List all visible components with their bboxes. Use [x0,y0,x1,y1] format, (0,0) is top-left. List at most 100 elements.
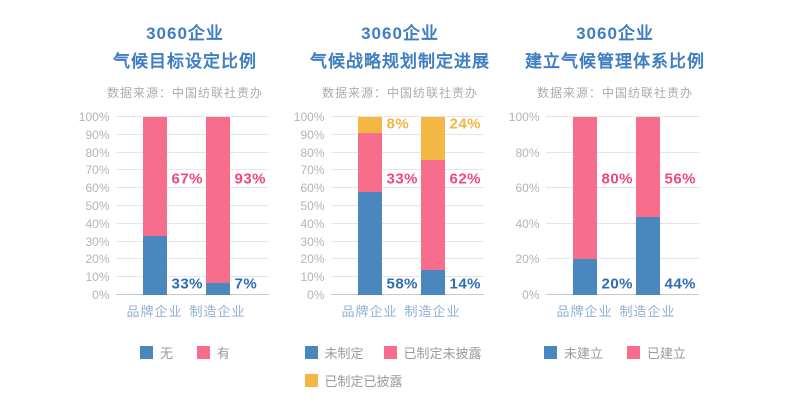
chart-card-climate-target-ratio: 3060企业 气候目标设定比例 数据来源：中国纺联社责办 0% 10% 20% 30%… [78,20,293,409]
chart-title-line2: 气候战略规划制定进展 [310,52,490,71]
gridline [330,151,484,153]
legend-swatch-icon [139,346,153,359]
x-axis-category-label: 品牌企业 [126,304,183,319]
y-axis-tick-label: 90% [85,127,110,142]
y-axis-tick-label: 30% [300,234,325,249]
data-label: 20% [601,275,634,293]
gridline [115,240,269,242]
y-axis-tick-label: 100% [293,110,325,124]
y-axis-tick-label: 50% [300,199,325,213]
chart-title-line1: 3060企业 [576,24,654,43]
bar-segment-已制定已披露 [357,117,382,134]
x-axis-labels: 品牌企业 制造企业 [508,301,723,323]
legend: 未制定 已制定未披露已制定已披露 [293,343,508,390]
x-axis-category-label: 品牌企业 [341,304,398,319]
y-axis: 0% 10% 20% 30% 40% 50% 60% 70% 80% 90% 100% [293,110,331,302]
legend-swatch-icon [304,346,318,359]
bar-segment-未制定 [357,191,382,295]
x-axis-category-label: 制造企业 [189,304,246,319]
legend-item-无: 无 [139,343,173,362]
gridline [115,116,269,117]
plot-area: 0% 10% 20% 30% 40% 50% 60% 70% 80% 90% 100% 33% 67%… [78,110,293,302]
legend-item-已建立: 已建立 [627,343,686,362]
y-axis-tick-label: 70% [300,163,325,178]
y-axis-tick-label: 40% [515,216,540,231]
chart-title-line2: 气候目标设定比例 [113,52,257,71]
y-axis-tick-label: 100% [78,110,110,124]
legend-label: 未制定 [324,346,364,361]
y-axis-tick-label: 10% [300,270,325,285]
chart-title: 3060企业 建立气候管理体系比例 [525,20,705,76]
stacked-bar-制造企业 [420,117,445,295]
gridline [545,187,699,189]
x-axis-labels: 品牌企业 制造企业 [78,301,293,323]
gridline [330,133,484,135]
bar-segment-已制定未披露 [420,159,445,271]
gridline [115,187,269,189]
y-axis-tick-label: 20% [515,252,540,267]
chart-card-climate-strategy-progress: 3060企业 气候战略规划制定进展 数据来源：中国纺联社责办 0% 10% 20% 3… [293,20,508,409]
chart-title: 3060企业 气候目标设定比例 [113,20,257,76]
gridline [330,169,484,171]
x-axis-category-label: 制造企业 [404,304,461,319]
legend-label: 无 [159,346,173,361]
stacked-bar-品牌企业 [142,117,167,295]
legend-swatch-icon [543,346,557,359]
chart-title-line1: 3060企业 [361,24,439,43]
stacked-bar-品牌企业 [357,117,382,295]
y-axis-tick-label: 80% [85,145,110,160]
gridline [330,205,484,206]
data-source-note: 数据来源：中国纺联社责办 [106,86,263,100]
y-axis-tick-label: 30% [85,234,110,249]
bar-segment-已建立 [635,117,660,217]
y-axis-tick-label: 80% [300,145,325,160]
data-label: 62% [449,170,482,188]
legend-swatch-icon [383,346,397,359]
y-axis: 0% 10% 20% 30% 40% 50% 60% 70% 80% 90% 100% [78,110,116,302]
stacked-bar-制造企业 [635,117,660,295]
data-source-note: 数据来源：中国纺联社责办 [321,86,478,100]
data-label: 14% [449,275,482,293]
bar-segment-无 [205,282,230,295]
gridline [115,205,269,206]
data-label: 7% [234,275,258,293]
y-axis-tick-label: 20% [300,252,325,267]
gridline [545,222,699,224]
legend-label: 已建立 [647,346,687,361]
legend-label: 未建立 [563,346,603,361]
gridline [330,222,484,224]
y-axis-tick-label: 0% [92,288,110,302]
legend-swatch-icon [304,374,318,387]
gridline [115,258,269,260]
gridline [545,116,699,117]
data-source-note: 数据来源：中国纺联社责办 [536,86,693,100]
gridline [115,222,269,224]
chart-title: 3060企业 气候战略规划制定进展 [310,20,490,76]
data-label: 24% [449,115,482,133]
legend-item-未建立: 未建立 [543,343,603,362]
gridline [545,258,699,260]
legend-item-已制定未披露: 已制定未披露 [383,343,482,362]
data-label: 58% [386,275,419,293]
bar-segment-有 [142,117,167,237]
legend: 未建立 已建立 [508,343,723,362]
y-axis-tick-label: 70% [85,163,110,178]
gridline [115,169,269,171]
bar-segment-未建立 [572,259,597,295]
data-label: 80% [601,170,634,188]
stacked-bar-品牌企业 [572,117,597,295]
legend-label: 已制定已披露 [324,374,403,389]
y-axis-tick-label: 40% [300,216,325,231]
data-label: 33% [386,170,419,188]
y-axis-tick-label: 100% [508,110,540,124]
data-label: 8% [386,115,410,133]
y-axis-tick-label: 90% [300,127,325,142]
data-label: 93% [234,170,267,188]
legend: 无有 [78,343,293,362]
bar-segment-已制定未披露 [357,133,382,192]
bar-segment-已制定已披露 [420,117,445,160]
y-axis-tick-label: 60% [515,181,540,196]
gridline [115,276,269,278]
legend-label: 有 [217,346,231,361]
